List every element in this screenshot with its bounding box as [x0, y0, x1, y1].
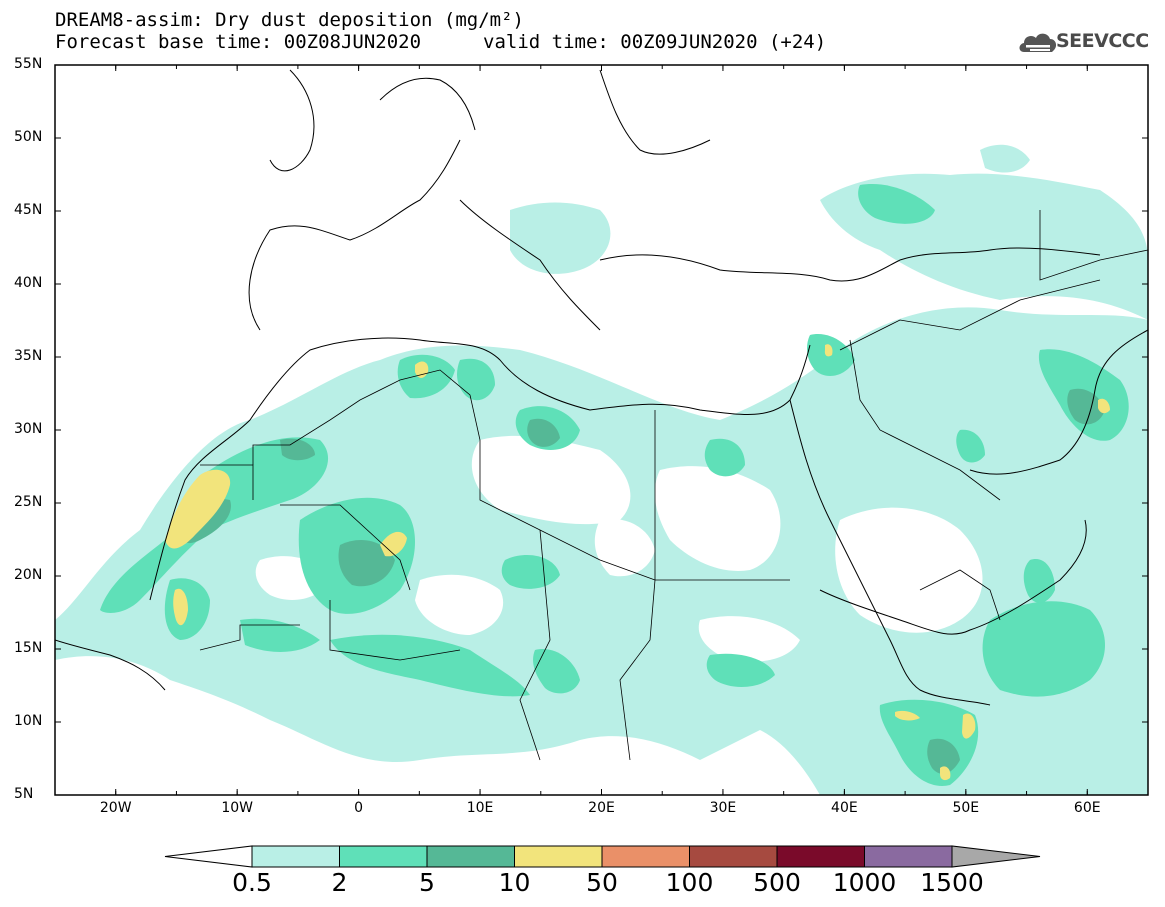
lon-label: 60E — [1073, 800, 1101, 816]
colorbar-label: 5 — [419, 868, 435, 897]
lat-label: 25N — [14, 494, 43, 510]
colorbar-label: 0.5 — [232, 868, 272, 897]
colorbar-swatch — [339, 845, 428, 868]
lon-label: 20E — [588, 800, 615, 816]
colorbar-label: 10 — [498, 868, 531, 897]
lat-label: 20N — [14, 567, 43, 583]
coastlines — [55, 69, 1148, 706]
colorbar-label: 2 — [331, 868, 348, 897]
lat-label: 15N — [14, 640, 43, 656]
logo-text: SEEVCCC — [1056, 30, 1149, 52]
lat-label: 40N — [14, 275, 43, 291]
lat-label: 10N — [14, 713, 43, 729]
lon-label: 10W — [221, 800, 253, 816]
lon-label: 10E — [466, 800, 494, 816]
lon-label: 0 — [354, 800, 364, 816]
lat-label: 5N — [14, 786, 34, 802]
colorbar-label: 50 — [586, 868, 618, 897]
colorbar-swatch — [864, 845, 953, 868]
colorbar-label: 500 — [753, 868, 801, 897]
cloud-logo-icon — [1019, 33, 1057, 52]
valid-time: valid time: 00Z09JUN2020 (+24) — [483, 31, 827, 53]
colorbar-label: 100 — [665, 868, 714, 897]
colorbar-max-triangle — [951, 845, 1041, 868]
colorbar-label: 1000 — [832, 868, 897, 897]
lat-label: 50N — [14, 129, 43, 145]
colorbar-swatch — [426, 845, 515, 868]
lat-label: 30N — [14, 421, 43, 437]
lat-label: 55N — [14, 56, 43, 72]
dust-fields — [55, 144, 1148, 795]
lat-label: 35N — [14, 348, 43, 364]
map-title: DREAM8-assim: Dry dust deposition (mg/m²… — [55, 9, 524, 31]
forecast-base-time: Forecast base time: 00Z08JUN2020 — [55, 31, 422, 53]
lat-label: 45N — [14, 202, 43, 218]
colorbar-min-triangle — [164, 845, 253, 868]
lon-label: 40E — [831, 800, 858, 816]
colorbar-swatch — [689, 845, 778, 868]
colorbar-swatch — [514, 845, 603, 868]
colorbar-label: 1500 — [920, 868, 984, 897]
colorbar-swatch — [601, 845, 690, 868]
axis-ticks — [54, 64, 1149, 796]
colorbar-swatch — [251, 845, 340, 868]
colorbar — [164, 845, 1041, 868]
colorbar-swatch — [776, 845, 865, 868]
lon-label: 50E — [952, 800, 980, 816]
country-borders — [199, 210, 1148, 761]
lon-label: 30E — [709, 800, 737, 816]
lon-label: 20W — [99, 800, 132, 816]
